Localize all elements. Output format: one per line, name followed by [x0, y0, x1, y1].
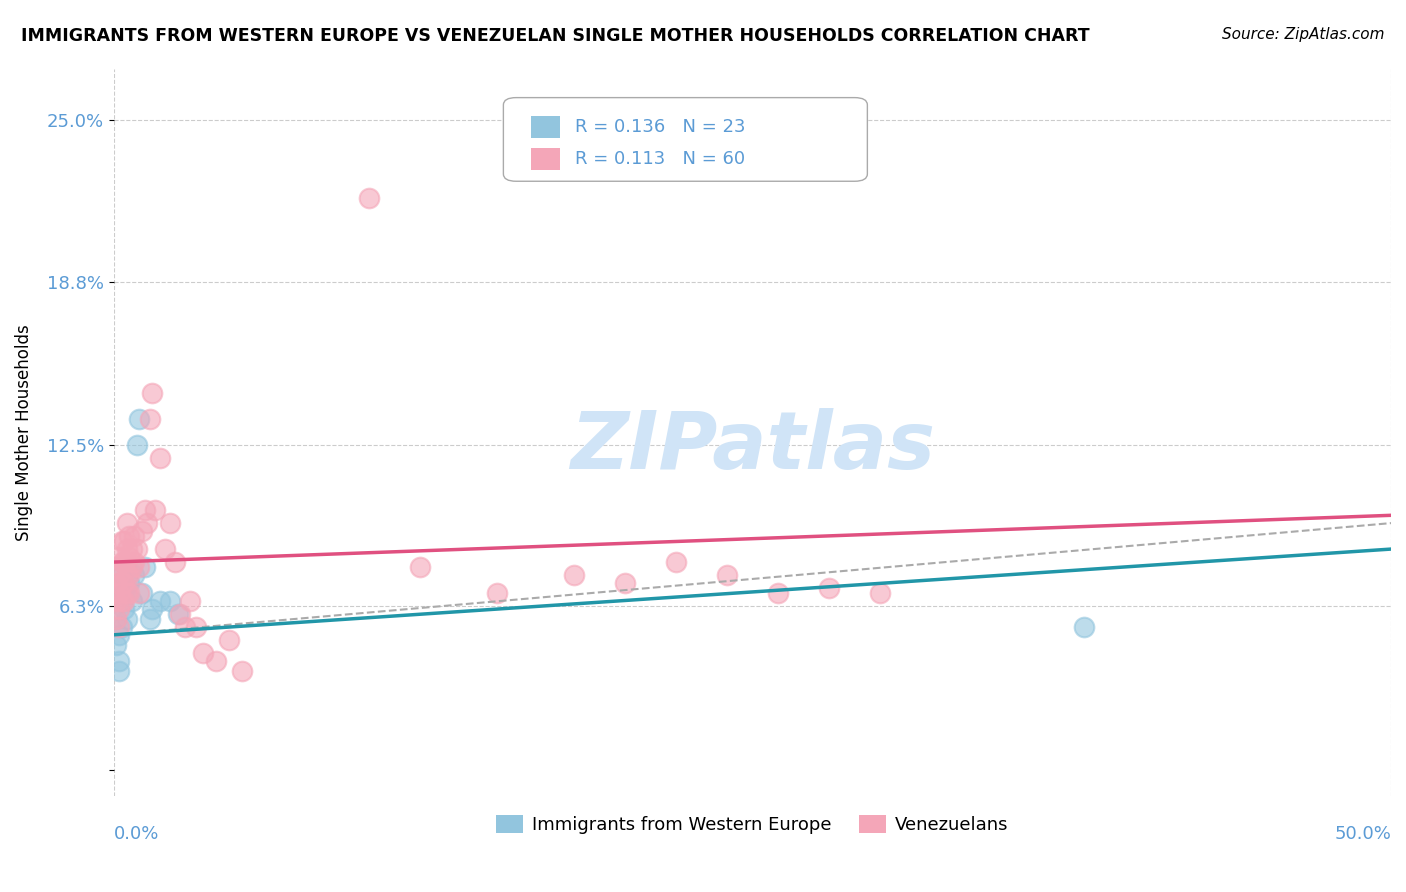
Point — [124, 568, 146, 582]
Point — [184, 620, 207, 634]
Point — [118, 575, 141, 590]
Point — [179, 594, 201, 608]
Point — [108, 664, 131, 678]
Point — [110, 555, 132, 569]
Point — [110, 594, 132, 608]
Point — [359, 191, 381, 205]
Point — [108, 549, 131, 564]
Point — [115, 568, 138, 582]
Point — [125, 438, 148, 452]
Point — [110, 568, 132, 582]
Point — [108, 586, 131, 600]
Point — [149, 451, 172, 466]
Point — [128, 412, 150, 426]
Point — [110, 534, 132, 549]
Point — [118, 568, 141, 582]
Point — [110, 620, 132, 634]
Point — [409, 560, 432, 574]
Point — [105, 638, 128, 652]
Point — [112, 575, 135, 590]
Point — [131, 586, 153, 600]
Point — [121, 594, 143, 608]
Point — [112, 534, 135, 549]
Point — [115, 542, 138, 557]
Point — [138, 612, 160, 626]
Point — [818, 581, 841, 595]
Point — [108, 568, 131, 582]
Point — [105, 612, 128, 626]
Point — [108, 654, 131, 668]
Legend: Immigrants from Western Europe, Venezuelans: Immigrants from Western Europe, Venezuel… — [489, 807, 1015, 841]
Point — [869, 586, 891, 600]
Point — [115, 586, 138, 600]
Text: R = 0.136   N = 23: R = 0.136 N = 23 — [575, 118, 745, 136]
Point — [124, 555, 146, 569]
Point — [115, 516, 138, 530]
FancyBboxPatch shape — [503, 97, 868, 181]
Text: IMMIGRANTS FROM WESTERN EUROPE VS VENEZUELAN SINGLE MOTHER HOUSEHOLDS CORRELATIO: IMMIGRANTS FROM WESTERN EUROPE VS VENEZU… — [21, 27, 1090, 45]
Point — [149, 594, 172, 608]
Point — [108, 628, 131, 642]
Point — [112, 555, 135, 569]
Point — [124, 529, 146, 543]
Point — [159, 516, 181, 530]
Bar — [531, 148, 560, 169]
Bar — [531, 116, 560, 138]
Point — [134, 503, 156, 517]
Point — [108, 602, 131, 616]
Point — [112, 594, 135, 608]
Point — [141, 602, 163, 616]
Point — [166, 607, 188, 621]
Text: Source: ZipAtlas.com: Source: ZipAtlas.com — [1222, 27, 1385, 42]
Point — [110, 575, 132, 590]
Text: 0.0%: 0.0% — [114, 825, 159, 843]
Point — [485, 586, 508, 600]
Point — [118, 586, 141, 600]
Point — [128, 560, 150, 574]
Point — [141, 386, 163, 401]
Point — [193, 646, 215, 660]
Point — [165, 555, 187, 569]
Point — [125, 542, 148, 557]
Point — [143, 503, 166, 517]
Point — [153, 542, 176, 557]
Point — [1073, 620, 1095, 634]
Point — [118, 529, 141, 543]
Point — [134, 560, 156, 574]
Text: ZIPatlas: ZIPatlas — [569, 408, 935, 486]
Point — [138, 412, 160, 426]
Point — [716, 568, 738, 582]
Text: 50.0%: 50.0% — [1334, 825, 1391, 843]
Point — [105, 575, 128, 590]
Text: R = 0.113   N = 60: R = 0.113 N = 60 — [575, 150, 745, 168]
Point — [766, 586, 789, 600]
Point — [131, 524, 153, 538]
Point — [118, 549, 141, 564]
Point — [105, 612, 128, 626]
Point — [159, 594, 181, 608]
Point — [105, 560, 128, 574]
Point — [115, 612, 138, 626]
Point — [665, 555, 688, 569]
Point — [169, 607, 191, 621]
Point — [112, 602, 135, 616]
Point — [112, 586, 135, 600]
Point — [562, 568, 585, 582]
Point — [174, 620, 197, 634]
Point — [231, 664, 253, 678]
Point — [121, 542, 143, 557]
Point — [205, 654, 228, 668]
Point — [121, 560, 143, 574]
Point — [218, 632, 240, 647]
Point — [136, 516, 159, 530]
Point — [108, 620, 131, 634]
Y-axis label: Single Mother Households: Single Mother Households — [15, 324, 32, 541]
Point — [128, 586, 150, 600]
Point — [613, 575, 636, 590]
Point — [105, 594, 128, 608]
